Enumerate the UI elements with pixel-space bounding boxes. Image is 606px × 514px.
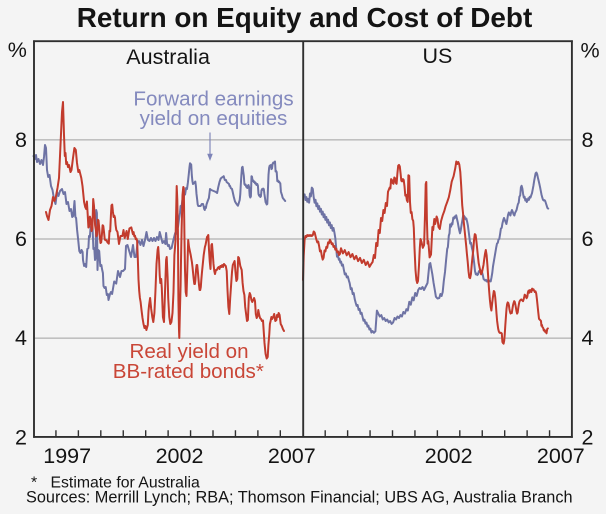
svg-text:1997: 1997	[43, 444, 91, 468]
svg-text:%: %	[580, 39, 599, 63]
svg-text:BB-rated bonds*: BB-rated bonds*	[113, 360, 264, 383]
svg-text:2002: 2002	[156, 444, 204, 468]
svg-text:2002: 2002	[425, 444, 473, 468]
svg-text:Australia: Australia	[126, 45, 210, 69]
svg-text:2: 2	[15, 425, 27, 449]
svg-text:6: 6	[582, 227, 594, 251]
svg-text:6: 6	[15, 227, 27, 251]
svg-text:4: 4	[582, 326, 594, 350]
svg-text:%: %	[8, 38, 27, 62]
svg-text:2007: 2007	[537, 444, 585, 468]
svg-text:Forward earnings: Forward earnings	[133, 87, 293, 110]
svg-text:Real yield on: Real yield on	[129, 340, 248, 363]
svg-text:4: 4	[15, 326, 27, 350]
svg-text:2: 2	[582, 425, 594, 449]
svg-text:yield on equities: yield on equities	[140, 107, 288, 130]
svg-text:*: *	[31, 474, 37, 491]
svg-text:US: US	[422, 44, 452, 68]
svg-text:Return on Equity and Cost of D: Return on Equity and Cost of Debt	[77, 2, 533, 33]
svg-text:8: 8	[15, 128, 27, 152]
svg-text:Sources: Merrill Lynch; RBA; T: Sources: Merrill Lynch; RBA; Thomson Fin…	[26, 488, 573, 506]
svg-text:2007: 2007	[268, 444, 316, 468]
svg-text:Estimate for Australia: Estimate for Australia	[51, 474, 200, 491]
svg-text:8: 8	[582, 128, 594, 152]
